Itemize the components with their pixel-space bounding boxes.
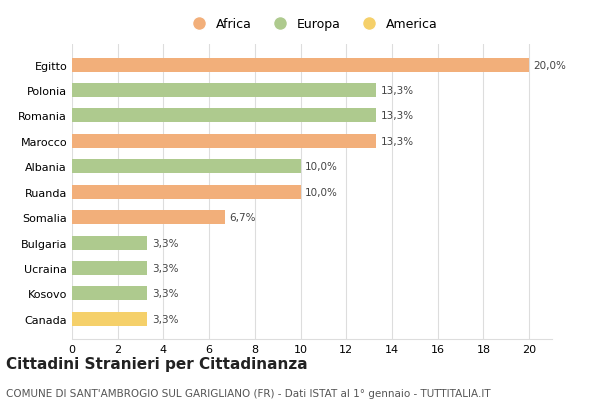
Bar <box>72 58 529 72</box>
Bar <box>72 160 301 174</box>
Text: 3,3%: 3,3% <box>152 238 179 248</box>
Text: 6,7%: 6,7% <box>230 213 256 222</box>
Bar <box>72 211 225 225</box>
Legend: Africa, Europa, America: Africa, Europa, America <box>181 13 443 36</box>
Bar <box>72 312 148 326</box>
Text: Cittadini Stranieri per Cittadinanza: Cittadini Stranieri per Cittadinanza <box>6 356 308 371</box>
Text: 13,3%: 13,3% <box>380 111 413 121</box>
Text: 13,3%: 13,3% <box>380 86 413 96</box>
Text: 10,0%: 10,0% <box>305 187 338 197</box>
Text: 20,0%: 20,0% <box>534 61 566 70</box>
Bar <box>72 84 376 98</box>
Text: 13,3%: 13,3% <box>380 137 413 146</box>
Text: COMUNE DI SANT'AMBROGIO SUL GARIGLIANO (FR) - Dati ISTAT al 1° gennaio - TUTTITA: COMUNE DI SANT'AMBROGIO SUL GARIGLIANO (… <box>6 389 491 398</box>
Text: 3,3%: 3,3% <box>152 263 179 273</box>
Bar <box>72 236 148 250</box>
Bar <box>72 135 376 148</box>
Bar <box>72 261 148 275</box>
Text: 3,3%: 3,3% <box>152 289 179 299</box>
Bar <box>72 185 301 199</box>
Bar <box>72 287 148 301</box>
Text: 10,0%: 10,0% <box>305 162 338 172</box>
Text: 3,3%: 3,3% <box>152 314 179 324</box>
Bar <box>72 109 376 123</box>
